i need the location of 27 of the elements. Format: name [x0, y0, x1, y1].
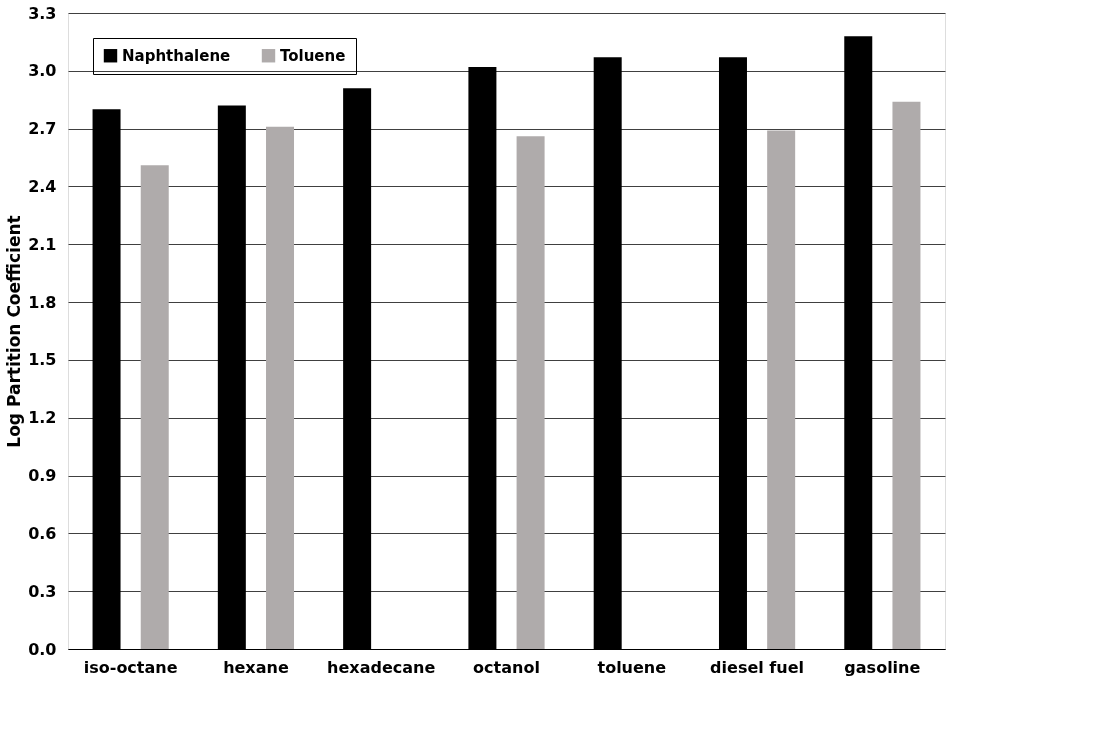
- x-tick-label: gasoline: [844, 657, 921, 677]
- x-tick-label: toluene: [597, 657, 667, 677]
- y-tick-label: 0.6: [28, 523, 57, 543]
- bar: [892, 101, 921, 649]
- y-tick-label: 0.3: [28, 581, 57, 601]
- y-tick-label: 0.9: [28, 466, 57, 486]
- y-tick-label: 1.5: [28, 350, 57, 370]
- bar: [266, 126, 295, 649]
- y-tick-label: 3.3: [28, 3, 57, 23]
- x-tick-label: diesel fuel: [710, 657, 805, 677]
- y-tick-label: 2.4: [28, 176, 57, 196]
- y-tick-label: 1.8: [28, 292, 57, 312]
- y-tick-label: 2.7: [28, 119, 57, 139]
- x-tick-label: iso-octane: [83, 657, 178, 677]
- y-tick-label: 3.0: [28, 61, 57, 81]
- x-tick-label: hexadecane: [327, 657, 436, 677]
- y-axis-title: Log Partition Coefficient: [4, 215, 25, 448]
- x-tick-label: octanol: [473, 657, 540, 677]
- legend-label: Toluene: [280, 46, 346, 65]
- bar: [767, 130, 796, 649]
- bar: [516, 136, 545, 649]
- bar: [140, 165, 169, 649]
- y-tick-label: 0.0: [28, 639, 57, 659]
- x-tick-label: hexane: [223, 657, 289, 677]
- y-tick-label: 2.1: [28, 234, 57, 254]
- legend-label: Naphthalene: [122, 46, 231, 65]
- y-tick-label: 1.2: [28, 408, 57, 428]
